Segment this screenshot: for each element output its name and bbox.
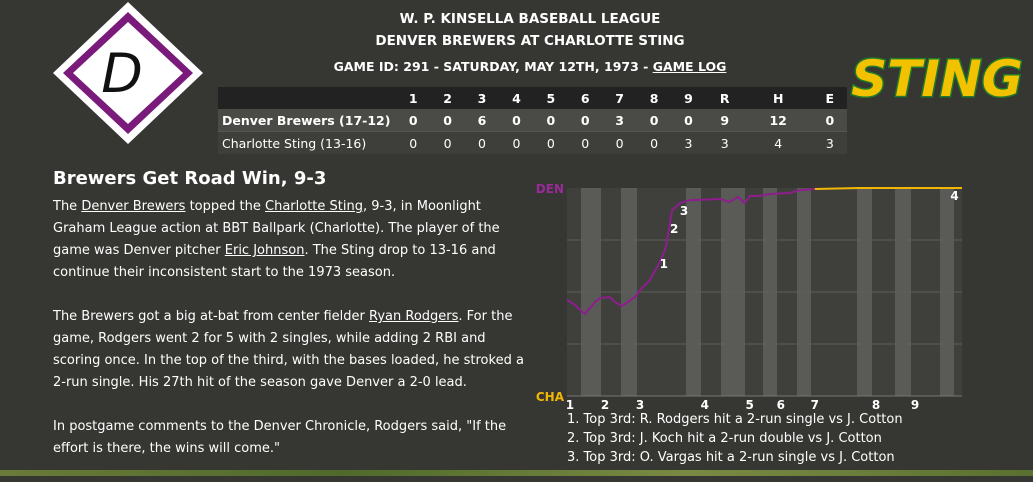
- x-tick-label: 2: [601, 398, 609, 412]
- paragraph-text: . The Sting drop to 13-16 and continue t…: [53, 243, 496, 280]
- box-column-label: 1: [396, 87, 431, 109]
- game-log-link[interactable]: GAME LOG: [652, 59, 727, 74]
- box-column-label: 2: [430, 87, 465, 109]
- win-probability-line: [814, 187, 962, 191]
- box-cell: 0: [581, 135, 590, 151]
- team-name: Denver Brewers (17-12): [222, 112, 391, 128]
- x-tick-label: 8: [872, 398, 880, 412]
- article-link[interactable]: Eric Johnson: [224, 243, 305, 258]
- x-tick-label: 9: [911, 398, 919, 412]
- box-cell: 12: [769, 112, 787, 128]
- article-link[interactable]: Charlotte Sting: [265, 199, 363, 214]
- event-marker: 2: [670, 222, 678, 236]
- left-logo: D: [53, 2, 203, 144]
- box-cell: 4: [774, 135, 783, 151]
- box-column-label: 8: [636, 87, 672, 109]
- paragraph: The Denver Brewers topped the Charlotte …: [53, 196, 531, 284]
- right-logo: STING: [851, 50, 1023, 108]
- paragraph-text: topped the: [185, 199, 265, 214]
- box-column-label: 5: [533, 87, 569, 109]
- x-tick-label: 6: [777, 398, 785, 412]
- box-cell: 0: [546, 112, 556, 128]
- box-row: Denver Brewers (17-12) 0 0 6 0 0 0 3 0 0 9 12 0: [218, 109, 847, 132]
- paragraph: In postgame comments to the Denver Chron…: [53, 416, 531, 460]
- article: The Denver Brewers topped the Charlotte …: [53, 196, 531, 482]
- paragraph-text: The Brewers got a big at-bat from center…: [53, 309, 370, 324]
- x-tick-label: 3: [636, 398, 644, 412]
- box-column-label: R: [705, 87, 744, 109]
- paragraph-text: , 9-3, in Moonlight Graham League action…: [53, 199, 500, 258]
- box-column-label: H: [743, 87, 813, 109]
- box-cell: 0: [512, 112, 521, 128]
- box-corner: [218, 87, 396, 109]
- x-tick-label: 7: [811, 398, 819, 412]
- box-column-label: 4: [499, 87, 534, 109]
- box-column-label: 9: [671, 87, 706, 109]
- play-item: 2. Top 3rd: J. Koch hit a 2-run double v…: [567, 431, 882, 446]
- box-cell: 3: [825, 135, 834, 151]
- game-info-line: GAME ID: 291 - SATURDAY, MAY 12TH, 1973 …: [250, 59, 810, 74]
- box-cell: 6: [477, 112, 487, 128]
- headline: Brewers Get Road Win, 9-3: [53, 168, 327, 189]
- box-cell: 0: [650, 135, 659, 151]
- game-info: GAME ID: 291 - SATURDAY, MAY 12TH, 1973 …: [333, 59, 653, 74]
- x-tick-label: 4: [701, 398, 709, 412]
- y-tick-label: CHA: [536, 390, 565, 404]
- box-column-label: 7: [602, 87, 637, 109]
- box-cell: 3: [615, 112, 624, 128]
- paragraph: The Brewers got a big at-bat from center…: [53, 306, 531, 394]
- league-name: W. P. KINSELLA BASEBALL LEAGUE: [399, 11, 661, 27]
- logo-diamond-inner: [73, 22, 183, 124]
- article-link[interactable]: Ryan Rodgers: [369, 309, 459, 324]
- paragraph-text: . For the game, Rodgers went 2 for 5 wit…: [53, 309, 524, 390]
- article-link[interactable]: Denver Brewers: [81, 199, 186, 214]
- play-item: 3. Top 3rd: O. Vargas hit a 2-run single…: [567, 450, 895, 465]
- box-cell: 0: [478, 135, 486, 151]
- box-cell: 0: [825, 112, 835, 128]
- box-cell: 3: [720, 135, 729, 151]
- play-item: 4. Bot 9th: C. Kane hit a 2-run home run…: [567, 467, 1007, 470]
- paragraph-text: The: [53, 199, 82, 214]
- team-name: Charlotte Sting (13-16): [222, 135, 367, 151]
- paragraph-text: In postgame comments to the Denver Chron…: [53, 419, 507, 456]
- event-marker: 4: [950, 189, 958, 203]
- x-tick-label: 1: [566, 398, 574, 412]
- box-cell: 0: [443, 135, 452, 151]
- box-cell: 0: [546, 135, 555, 151]
- box-cell: 0: [580, 112, 590, 128]
- box-cell: 0: [409, 135, 418, 151]
- box-column-label: E: [812, 87, 847, 109]
- box-cell: 0: [649, 112, 659, 128]
- box-cell: 0: [615, 135, 624, 151]
- event-marker: 1: [660, 257, 668, 271]
- box-column-label: 3: [464, 87, 500, 109]
- matchup: DENVER BREWERS AT CHARLOTTE STING: [375, 33, 685, 49]
- play-item: 1. Top 3rd: R. Rodgers hit a 2-run singl…: [567, 412, 903, 427]
- win-probability-line: [566, 188, 815, 316]
- box-cell: 0: [408, 112, 418, 128]
- box-cell: 0: [512, 135, 521, 151]
- box-body: Denver Brewers (17-12) 0 0 6 0 0 0 3 0 0 9 12 0 Charl…: [218, 109, 847, 154]
- y-tick-label: DEN: [536, 182, 564, 196]
- box-cell: 3: [684, 135, 693, 151]
- box-row: Charlotte Sting (13-16) 0 0 0 0 0 0 0 0 3 3 4 3: [218, 131, 847, 154]
- box-column-label: 6: [568, 87, 603, 109]
- box-cell: 0: [443, 112, 452, 128]
- footer-strip: [0, 470, 1033, 476]
- logo-letter: D: [101, 42, 143, 105]
- box-cell: 0: [684, 112, 693, 128]
- event-marker: 3: [680, 204, 688, 218]
- box-cell: 9: [720, 112, 730, 128]
- x-tick-label: 5: [746, 398, 754, 412]
- play-list: 1. Top 3rd: R. Rodgers hit a 2-run singl…: [567, 410, 1007, 470]
